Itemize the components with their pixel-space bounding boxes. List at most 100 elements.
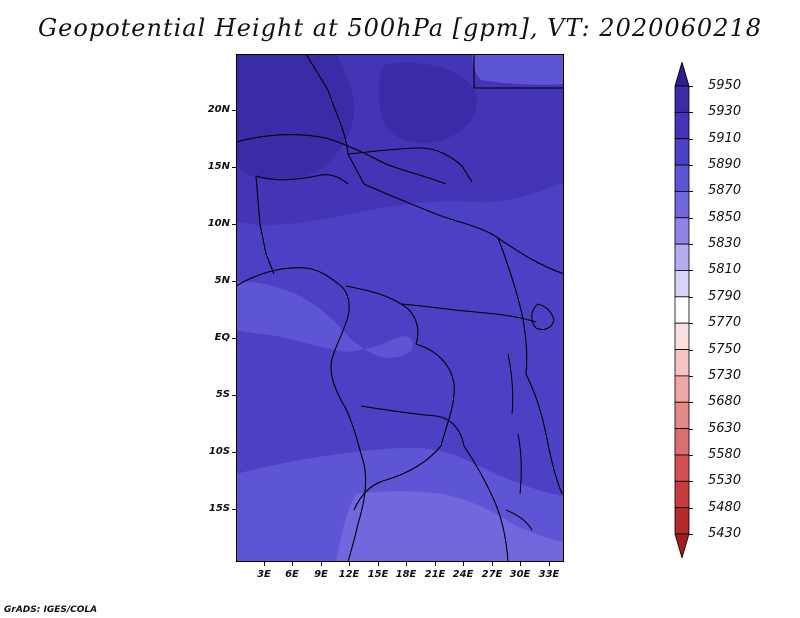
lon-label: 3E bbox=[257, 569, 271, 580]
colorbar-level-label: 5680 bbox=[708, 394, 742, 410]
colorbar-top-triangle bbox=[674, 62, 690, 87]
colorbar-bin bbox=[674, 191, 690, 219]
colorbar-tick bbox=[689, 454, 693, 456]
lat-tick bbox=[232, 452, 236, 453]
colorbar-level-label: 5870 bbox=[708, 183, 742, 199]
colorbar-tick bbox=[689, 375, 693, 377]
lon-label: 15E bbox=[367, 569, 389, 580]
lat-tick bbox=[232, 224, 236, 225]
colorbar-level-label: 5480 bbox=[708, 499, 742, 515]
colorbar-level-label: 5730 bbox=[708, 367, 742, 383]
colorbar-level-label: 5770 bbox=[708, 315, 742, 331]
lon-tick bbox=[463, 562, 464, 566]
colorbar-bin bbox=[674, 111, 690, 140]
colorbar-level-label: 5530 bbox=[708, 473, 742, 489]
colorbar-bin bbox=[674, 480, 690, 509]
colorbar bbox=[674, 62, 690, 558]
colorbar-bin bbox=[674, 454, 690, 482]
lat-label: 10N bbox=[207, 218, 230, 229]
lon-label: 6E bbox=[285, 569, 299, 580]
lon-label: 21E bbox=[424, 569, 446, 580]
colorbar-bottom-triangle bbox=[674, 533, 690, 558]
colorbar-level-label: 5750 bbox=[708, 341, 742, 357]
colorbar-tick bbox=[689, 86, 693, 87]
lakes bbox=[505, 303, 555, 531]
colorbar-tick bbox=[689, 481, 693, 483]
colorbar-tick bbox=[689, 165, 693, 167]
lon-tick bbox=[349, 562, 350, 566]
colorbar-tick bbox=[689, 402, 693, 404]
lon-label: 24E bbox=[452, 569, 474, 580]
colorbar-level-label: 5930 bbox=[708, 104, 742, 120]
colorbar-tick bbox=[689, 191, 693, 193]
contour-5850-south bbox=[336, 491, 564, 562]
lon-tick bbox=[492, 562, 493, 566]
lat-tick bbox=[232, 395, 236, 396]
lon-label: 33E bbox=[538, 569, 560, 580]
contour-5870-ne bbox=[472, 54, 564, 85]
lon-tick bbox=[378, 562, 379, 566]
lon-tick bbox=[549, 562, 550, 566]
contour-5870-west bbox=[236, 281, 413, 358]
colorbar-bin bbox=[674, 138, 690, 166]
lon-tick bbox=[264, 562, 265, 566]
lon-tick bbox=[321, 562, 322, 566]
lon-label: 9E bbox=[314, 569, 328, 580]
colorbar-level-label: 5890 bbox=[708, 157, 742, 173]
colorbar-level-label: 5580 bbox=[708, 446, 742, 462]
lat-label: 20N bbox=[207, 104, 230, 115]
map-panel bbox=[236, 54, 564, 562]
colorbar-level-label: 5790 bbox=[708, 288, 742, 304]
colorbar-bin bbox=[674, 85, 690, 113]
lat-label: 5N bbox=[214, 275, 230, 286]
lat-tick bbox=[232, 110, 236, 111]
map-frame bbox=[236, 54, 564, 562]
lon-label: 12E bbox=[338, 569, 360, 580]
colorbar-level-label: 5810 bbox=[708, 262, 742, 278]
lon-tick bbox=[292, 562, 293, 566]
colorbar-bin bbox=[674, 243, 690, 271]
lat-tick bbox=[232, 167, 236, 168]
lat-tick bbox=[232, 509, 236, 510]
colorbar-bin bbox=[674, 270, 690, 298]
chart-title: Geopotential Height at 500hPa [gpm], VT:… bbox=[38, 14, 762, 42]
colorbar-tick bbox=[689, 112, 693, 114]
colorbar-bin bbox=[674, 401, 690, 429]
lon-tick bbox=[520, 562, 521, 566]
colorbar-level-label: 5430 bbox=[708, 526, 742, 541]
lon-label: 27E bbox=[481, 569, 503, 580]
lat-label: 5S bbox=[215, 389, 230, 400]
lat-label: 10S bbox=[208, 446, 230, 457]
colorbar-bin bbox=[674, 164, 690, 192]
colorbar-level-label: 5850 bbox=[708, 209, 742, 225]
credit-text: GrADS: IGES/COLA bbox=[4, 605, 98, 615]
colorbar-bin bbox=[674, 217, 690, 245]
lat-label: 15S bbox=[208, 503, 230, 514]
lon-tick bbox=[435, 562, 436, 566]
colorbar-bin bbox=[674, 428, 690, 456]
colorbar-level-label: 5910 bbox=[708, 130, 742, 146]
lon-label: 30E bbox=[509, 569, 531, 580]
colorbar-bin bbox=[674, 322, 690, 350]
colorbar-tick bbox=[689, 244, 693, 246]
colorbar-tick bbox=[689, 507, 693, 509]
colorbar-level-label: 5830 bbox=[708, 236, 742, 252]
colorbar-bin bbox=[674, 296, 690, 324]
lat-label: 15N bbox=[207, 161, 230, 172]
colorbar-tick bbox=[689, 270, 693, 272]
colorbar-tick bbox=[689, 349, 693, 351]
colorbar-bin bbox=[674, 375, 690, 403]
colorbar-tick bbox=[689, 534, 693, 535]
lon-tick bbox=[406, 562, 407, 566]
colorbar-level-label: 5950 bbox=[708, 78, 742, 93]
coastlines bbox=[236, 54, 564, 562]
colorbar-tick bbox=[689, 428, 693, 430]
lat-tick bbox=[232, 338, 236, 339]
colorbar-tick bbox=[689, 323, 693, 325]
lat-label: EQ bbox=[214, 332, 230, 343]
colorbar-tick bbox=[689, 217, 693, 219]
colorbar-bin bbox=[674, 507, 690, 535]
lon-label: 18E bbox=[395, 569, 417, 580]
colorbar-tick bbox=[689, 138, 693, 140]
colorbar-level-label: 5630 bbox=[708, 420, 742, 436]
